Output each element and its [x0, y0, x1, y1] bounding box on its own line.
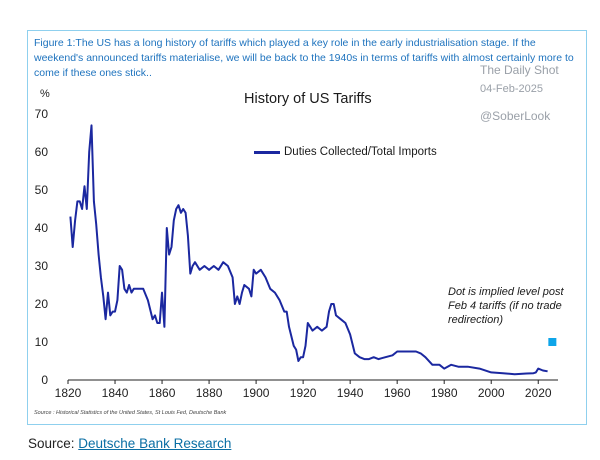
watermark-title: The Daily Shot [480, 63, 559, 77]
x-tick-label: 1860 [149, 386, 176, 400]
y-tick-label: 50 [35, 183, 49, 197]
y-tick-label: 70 [35, 107, 49, 121]
source-line: Source: Deutsche Bank Research [28, 436, 231, 451]
legend-swatch [254, 150, 280, 154]
y-tick-label: 60 [35, 145, 49, 159]
x-tick-label: 1900 [243, 386, 270, 400]
legend-label: Duties Collected/Total Imports [284, 146, 437, 158]
x-tick-label: 1920 [290, 386, 317, 400]
y-tick-label: 40 [35, 221, 49, 235]
x-tick-label: 2020 [525, 386, 552, 400]
watermark-date: 04-Feb-2025 [480, 83, 543, 95]
chart-source-note: Source : Historical Statistics of the Un… [34, 410, 227, 416]
x-tick-label: 1980 [431, 386, 458, 400]
chart-legend: Duties Collected/Total Imports [254, 146, 437, 158]
chart-title: History of US Tariffs [244, 91, 372, 107]
y-tick-label: 20 [35, 297, 49, 311]
y-axis-unit: % [40, 88, 50, 100]
y-tick-label: 0 [41, 373, 48, 387]
figure-caption: Figure 1:The US has a long history of ta… [34, 37, 574, 79]
series-line [69, 124, 548, 376]
x-tick-label: 1880 [196, 386, 223, 400]
watermark-handle: @SoberLook [480, 109, 551, 123]
y-tick-label: 30 [35, 259, 49, 273]
x-tick-label: 1940 [337, 386, 364, 400]
x-tick-label: 2000 [478, 386, 505, 400]
x-tick-label: 1840 [102, 386, 129, 400]
source-link[interactable]: Deutsche Bank Research [78, 436, 232, 451]
y-tick-label: 10 [35, 335, 49, 349]
source-label: Source: [28, 436, 79, 451]
x-tick-label: 1960 [384, 386, 411, 400]
chart-plot: 0 10 20 30 40 50 60 70% 1820 1840 1860 1880 1900 1920… [35, 88, 558, 400]
dot-annotation: Dot is implied level post Feb 4 tariffs … [448, 286, 564, 326]
x-tick-label: 1820 [55, 386, 82, 400]
implied-level-dot [548, 338, 557, 346]
chart-frame: Figure 1:The US has a long history of ta… [27, 30, 587, 425]
